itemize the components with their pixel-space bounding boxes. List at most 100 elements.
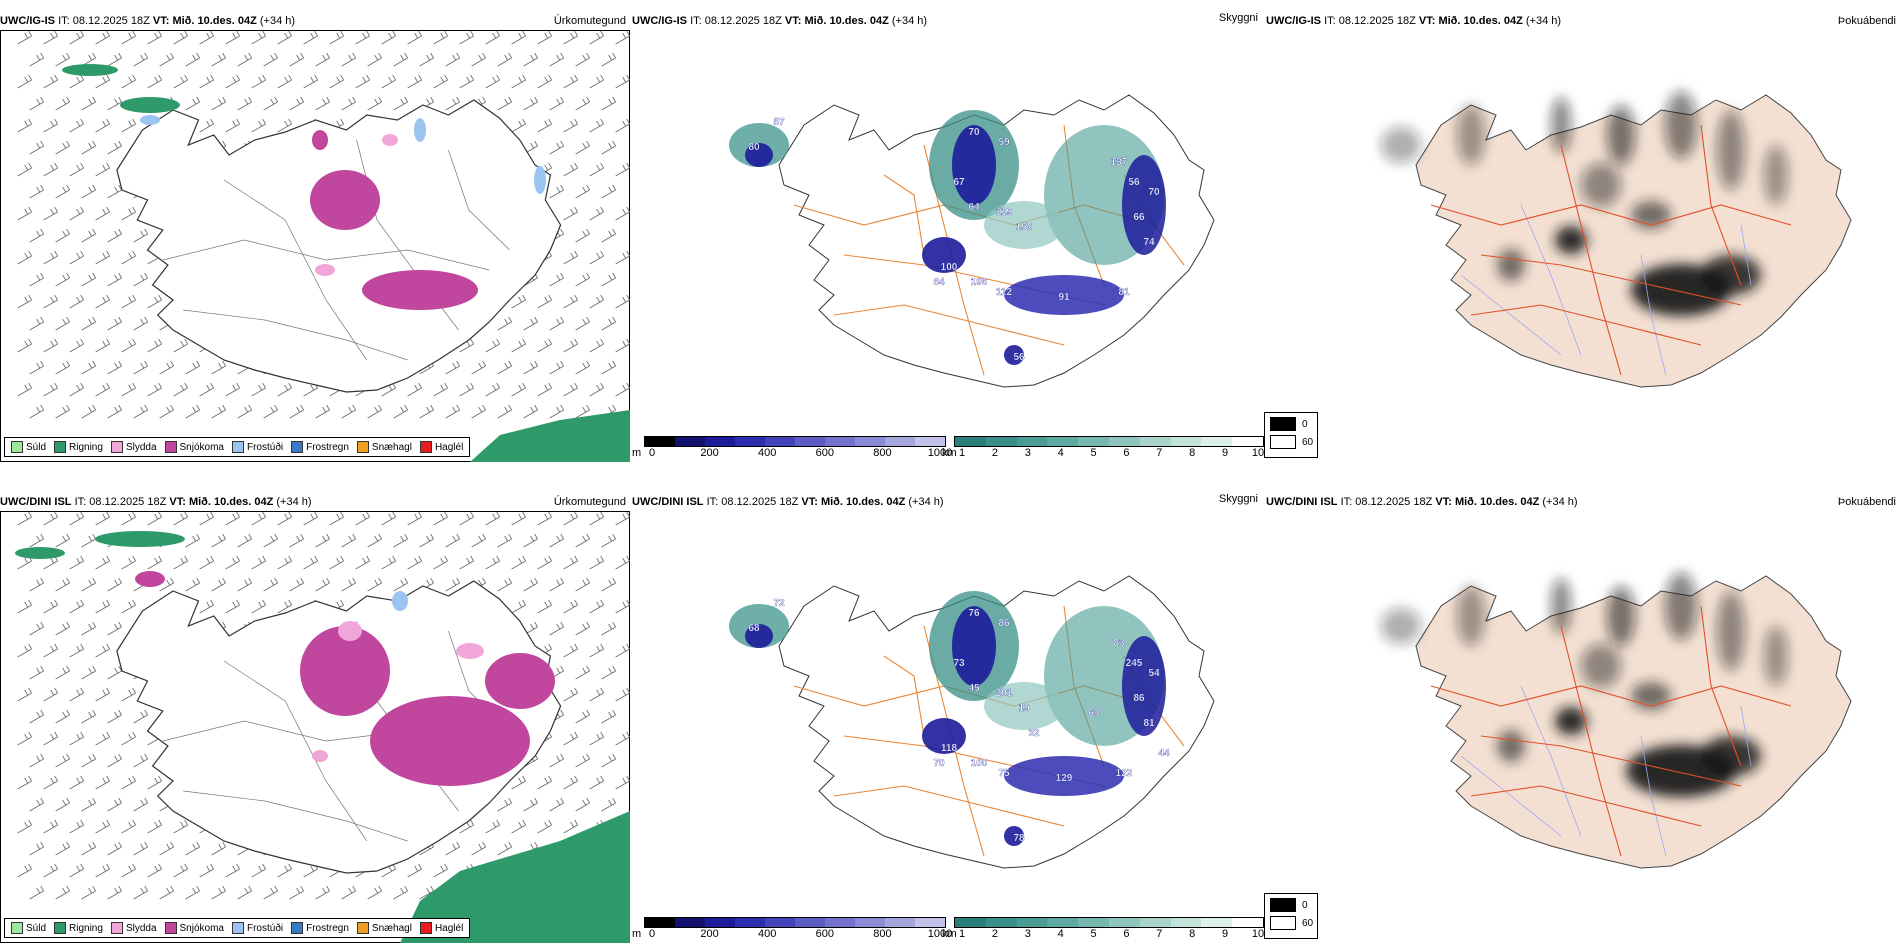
legend-label: Slydda (125, 441, 157, 453)
legend-label: Snjókoma (179, 441, 224, 453)
colorbar-segment (705, 918, 735, 927)
colorbar-segment (985, 918, 1017, 927)
precip-type-panel-bottom: UWC/DINI ISL IT: 08.12.2025 18Z VT: Mið.… (0, 493, 630, 943)
visibility-value-label: 72 (773, 598, 785, 609)
vt-label: VT: (801, 496, 818, 508)
colorbar-segment (1232, 918, 1263, 927)
visibility-value-label: 201 (996, 688, 1013, 699)
colorbar-tick: 5 (1090, 928, 1097, 940)
colorbar-tick: 6 (1123, 928, 1130, 940)
fog-index-panel-top: UWC/IG-IS IT: 08.12.2025 18Z VT: Mið. 10… (1266, 12, 1900, 462)
colorbar-tick: 3 (1024, 928, 1031, 940)
it-label: IT: (1340, 496, 1353, 508)
colorbar-tick: 1 (958, 447, 966, 459)
colorbar-segment (675, 437, 705, 446)
visibility-value-label: 122 (1116, 768, 1133, 779)
colorbar-segment (915, 437, 945, 446)
legend-swatch (54, 922, 67, 934)
legend-label: Frostúði (246, 441, 284, 453)
colorbar-segment (1078, 918, 1109, 927)
vt-label: VT: (784, 15, 802, 27)
colorbar-segment (885, 437, 915, 446)
visibility-value-label: 45 (968, 683, 980, 694)
colorbar-strip (644, 436, 946, 447)
visibility-value-label: 80 (748, 142, 760, 153)
panel-header: UWC/IG-IS IT: 08.12.2025 18Z VT: Mið. 10… (1266, 12, 1900, 30)
colorbar-tick: 0 (648, 447, 656, 459)
colorbar-segment (855, 918, 885, 927)
precip-type-legend: Súld Rigning Slydda Snjókoma Frostúði Frostre… (4, 437, 471, 457)
legend-item: Slydda (110, 441, 157, 453)
lead-time: (+34 h) (259, 15, 296, 27)
it-label: IT: (58, 15, 70, 27)
fog-key-label: 0 (1302, 899, 1308, 911)
precip-type-map (0, 30, 630, 462)
colorbar-tick: 600 (815, 928, 834, 940)
it-value: 08.12.2025 18Z (89, 496, 167, 508)
vt-value: Mið. 10.des. 04Z (1454, 496, 1540, 508)
lead-time: (+34 h) (908, 496, 944, 508)
visibility-value-label: 70 (1148, 187, 1160, 198)
colorbar-segment (1047, 437, 1079, 446)
parameter-title: Þokuábendi (1837, 15, 1896, 27)
colorbar-unit: m (632, 928, 642, 940)
visibility-value-label: 83 (1113, 638, 1125, 649)
fog-index-map (1381, 91, 1852, 388)
legend-item: Súld (11, 441, 46, 453)
visibility-value-label: 76 (968, 608, 980, 619)
colorbar-segment (1108, 437, 1140, 446)
colorbar-tick: 400 (758, 447, 777, 459)
colorbar-segment (795, 918, 825, 927)
colorbar-segment (985, 437, 1017, 446)
vt-value: Mið. 10.des. 04Z (188, 496, 274, 508)
visibility-value-label: 86 (1133, 693, 1145, 704)
colorbar-strip (954, 436, 1264, 447)
colorbar-segment (645, 918, 675, 927)
colorbar-segment (1078, 437, 1109, 446)
colorbar-tick: 800 (873, 447, 892, 459)
colorbar-segment (735, 437, 765, 446)
colorbar-segment (1047, 918, 1079, 927)
visibility-value-label: 119 (996, 207, 1013, 218)
visibility-value-label: 81 (1143, 718, 1155, 729)
it-value: 08.12.2025 18Z (721, 496, 799, 508)
legend-label: Haglél (434, 441, 464, 453)
it-label: IT: (1324, 15, 1336, 27)
visibility-colorbar-km: km 1 2 3 4 5 6 7 8 9 10 (942, 917, 1264, 947)
visibility-value-label: 32 (1028, 728, 1040, 739)
legend-label: Rigning (69, 922, 103, 934)
visibility-value-label: 66 (1133, 212, 1145, 223)
legend-label: Frostregn (306, 922, 349, 934)
legend-swatch (419, 922, 432, 934)
model-name: UWC/IG-IS (632, 15, 687, 27)
visibility-value-label: 70 (968, 127, 980, 138)
colorbar-segment (1016, 918, 1048, 927)
colorbar-tick: 10 (1251, 447, 1265, 459)
colorbar-tick: 7 (1156, 447, 1163, 459)
colorbar-strip (644, 917, 946, 928)
fog-key-swatch (1270, 417, 1296, 431)
legend-swatch (291, 441, 304, 453)
visibility-colorbar-m: m 0 200 400 600 800 1000 (632, 917, 952, 947)
colorbar-tick: 7 (1156, 928, 1163, 940)
visibility-value-label: 57 (773, 117, 785, 128)
visibility-value-label: 64 (1088, 708, 1100, 719)
legend-swatch (231, 441, 244, 453)
legend-swatch (164, 441, 177, 453)
legend-item: Frostregn (291, 922, 349, 934)
visibility-value-label: 84 (933, 277, 945, 288)
panel-header: UWC/IG-IS IT: 08.12.2025 18Z VT: Mið. 10… (632, 12, 1262, 30)
it-value: 08.12.2025 18Z (1355, 496, 1433, 508)
legend-swatch (164, 922, 177, 934)
panel-header: UWC/DINI ISL IT: 08.12.2025 18Z VT: Mið.… (1266, 493, 1900, 511)
colorbar-unit: m (632, 447, 642, 459)
colorbar-segment (855, 437, 885, 446)
lead-time: (+34 h) (1525, 15, 1562, 27)
colorbar-tick: 9 (1222, 447, 1229, 459)
precip-type-panel-top: UWC/IG-IS IT: 08.12.2025 18Z VT: Mið. 10… (0, 12, 630, 462)
legend-label: Frostúði (246, 922, 284, 934)
visibility-value-label: 70 (933, 758, 945, 769)
legend-item: Snæhagl (356, 441, 412, 453)
vt-value: Mið. 10.des. 04Z (1438, 15, 1523, 27)
vt-label: VT: (169, 496, 186, 508)
